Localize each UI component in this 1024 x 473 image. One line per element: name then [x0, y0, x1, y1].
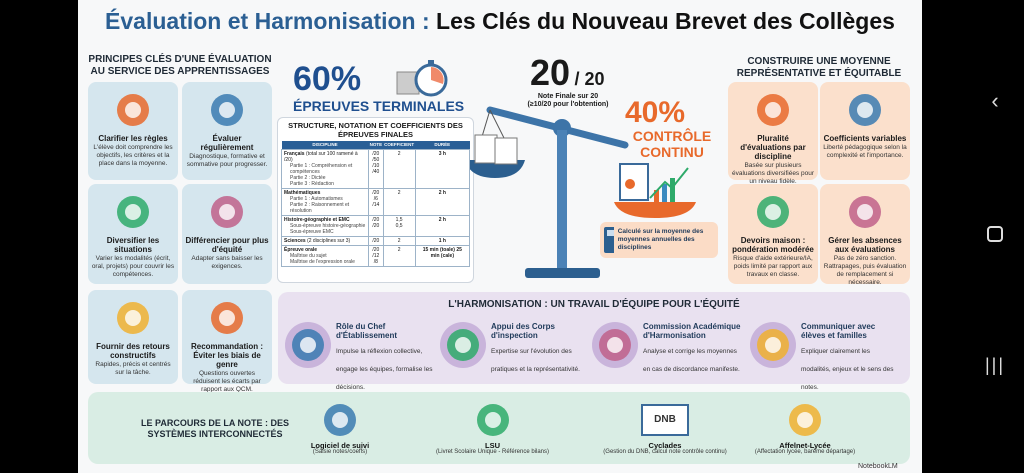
speech-bubbles-icon [117, 302, 149, 334]
table-row: Français (total sur 100 ramené à /20) Par… [280, 149, 471, 189]
principle-card: Gérer les absences aux évaluations Pas de… [820, 184, 910, 286]
table-row: Mathématiques Partie 1 : Automatismes Par… [280, 188, 471, 216]
principle-card: Recommandation : Éviter les biais de gen… [182, 290, 272, 393]
pct-final: 60% [293, 60, 362, 98]
commission-meeting-icon [599, 329, 631, 361]
shapes-icon [117, 196, 149, 228]
inspectors-icon [447, 329, 479, 361]
cc-label: CONTRÔLE CONTINU [632, 128, 712, 160]
families-chat-icon [757, 329, 789, 361]
principle-card: Pluralité d'évaluations par discipline Ba… [728, 82, 818, 185]
table-row: Épreuve orale Maîtrise du sujet Maîtrise … [280, 245, 471, 267]
home-button[interactable] [975, 222, 1015, 246]
score-label: Note Finale sur 20 (≥10/20 pour l'obtenti… [527, 93, 609, 108]
test-papers-icon [757, 94, 789, 126]
system-item: DNB Cyclades (Gestion du DNB, calcul note … [590, 398, 740, 456]
recents-button[interactable]: ||| [984, 355, 1006, 375]
calculator-icon [604, 227, 614, 253]
principle-card: Différencier pour plus d'équité Adapter s… [182, 184, 272, 284]
system-item: Affelnet-Lycée (Affectation lycée, barème… [745, 398, 865, 456]
column-header: DURÉE [415, 141, 470, 150]
final-score: 20 / 20 [530, 52, 605, 93]
right-heading: CONSTRUIRE UNE MOYENNE REPRÉSENTATIVE ET… [736, 56, 902, 79]
pct-cc: 40% [625, 96, 686, 129]
column-header: NOTE [368, 141, 384, 150]
principle-card: Devoirs maison : pondération modérée Risq… [728, 184, 818, 284]
gender-symbol-icon [211, 302, 243, 334]
page-title: Évaluation et Harmonisation : Les Clés d… [105, 8, 895, 34]
harmonisation-item: Communiquer avec élèves et familles Expli… [750, 322, 900, 394]
principle-card: Évaluer régulièrement Diagnostique, forma… [182, 82, 272, 180]
balance-scale-icon [849, 94, 881, 126]
diploma-icon: DNB [641, 404, 689, 436]
system-item: LSU (Livret Scolaire Unique - Référence b… [405, 398, 580, 456]
principle-card: Diversifier les situations Varier les mod… [88, 184, 178, 284]
harmonisation-heading: L'HARMONISATION : UN TRAVAIL D'ÉQUIPE PO… [448, 299, 740, 310]
column-header: DISCIPLINE [281, 141, 369, 150]
column-header: COEFFICIENT [383, 141, 416, 150]
systems-heading: LE PARCOURS DE LA NOTE : DES SYSTÈMES IN… [140, 418, 289, 439]
table-row: Histoire-géographie et EMC Sous-épreuve … [280, 215, 471, 237]
people-ladder-icon [211, 196, 243, 228]
harmonisation-item: Commission Académique d'Harmonisation Ana… [592, 322, 742, 376]
calc-note: Calculé sur la moyenne des moyennes annu… [600, 222, 718, 258]
balance-scale-illustration [470, 106, 629, 278]
notebooklm-watermark: NotebookLM [858, 463, 898, 470]
principle-card: Fournir des retours constructifs Rapides,… [88, 290, 178, 384]
principle-card: Clarifier les règles L'élève doit compren… [88, 82, 178, 180]
table-heading: STRUCTURE, NOTATION ET COEFFICIENTS DES … [288, 121, 463, 139]
harmonisation-item: Rôle du Chef d'Établissement Impulse la r… [285, 322, 435, 394]
cloud-database-icon [476, 404, 509, 436]
monitor-teacher-icon [324, 404, 356, 436]
house-warning-icon [757, 196, 789, 228]
stopwatch-icon [396, 60, 448, 97]
exam-structure-table: STRUCTURE, NOTATION ET COEFFICIENTS DES … [277, 117, 474, 283]
principle-card: Coefficients variables Liberté pédagogiqu… [820, 82, 910, 180]
school-arrows-icon [789, 404, 821, 436]
calendar-clock-icon [211, 94, 243, 126]
table-row: Sciences (2 disciplines sur 3)/20 2 1 h [280, 236, 471, 246]
left-heading: PRINCIPES CLÉS D'UNE ÉVALUATION AU SERVI… [88, 54, 272, 77]
back-button[interactable]: ‹ [991, 88, 999, 113]
school-principal-icon [292, 329, 324, 361]
final-label: ÉPREUVES TERMINALES [293, 98, 465, 114]
report-chart-icon [614, 163, 696, 218]
clock-question-icon [849, 196, 881, 228]
target-magnifier-icon [117, 94, 149, 126]
harmonisation-item: Appui des Corps d'inspection Expertise su… [440, 322, 590, 376]
system-item: Logiciel de suivi (Saisie notes/coeffs) [295, 398, 385, 456]
